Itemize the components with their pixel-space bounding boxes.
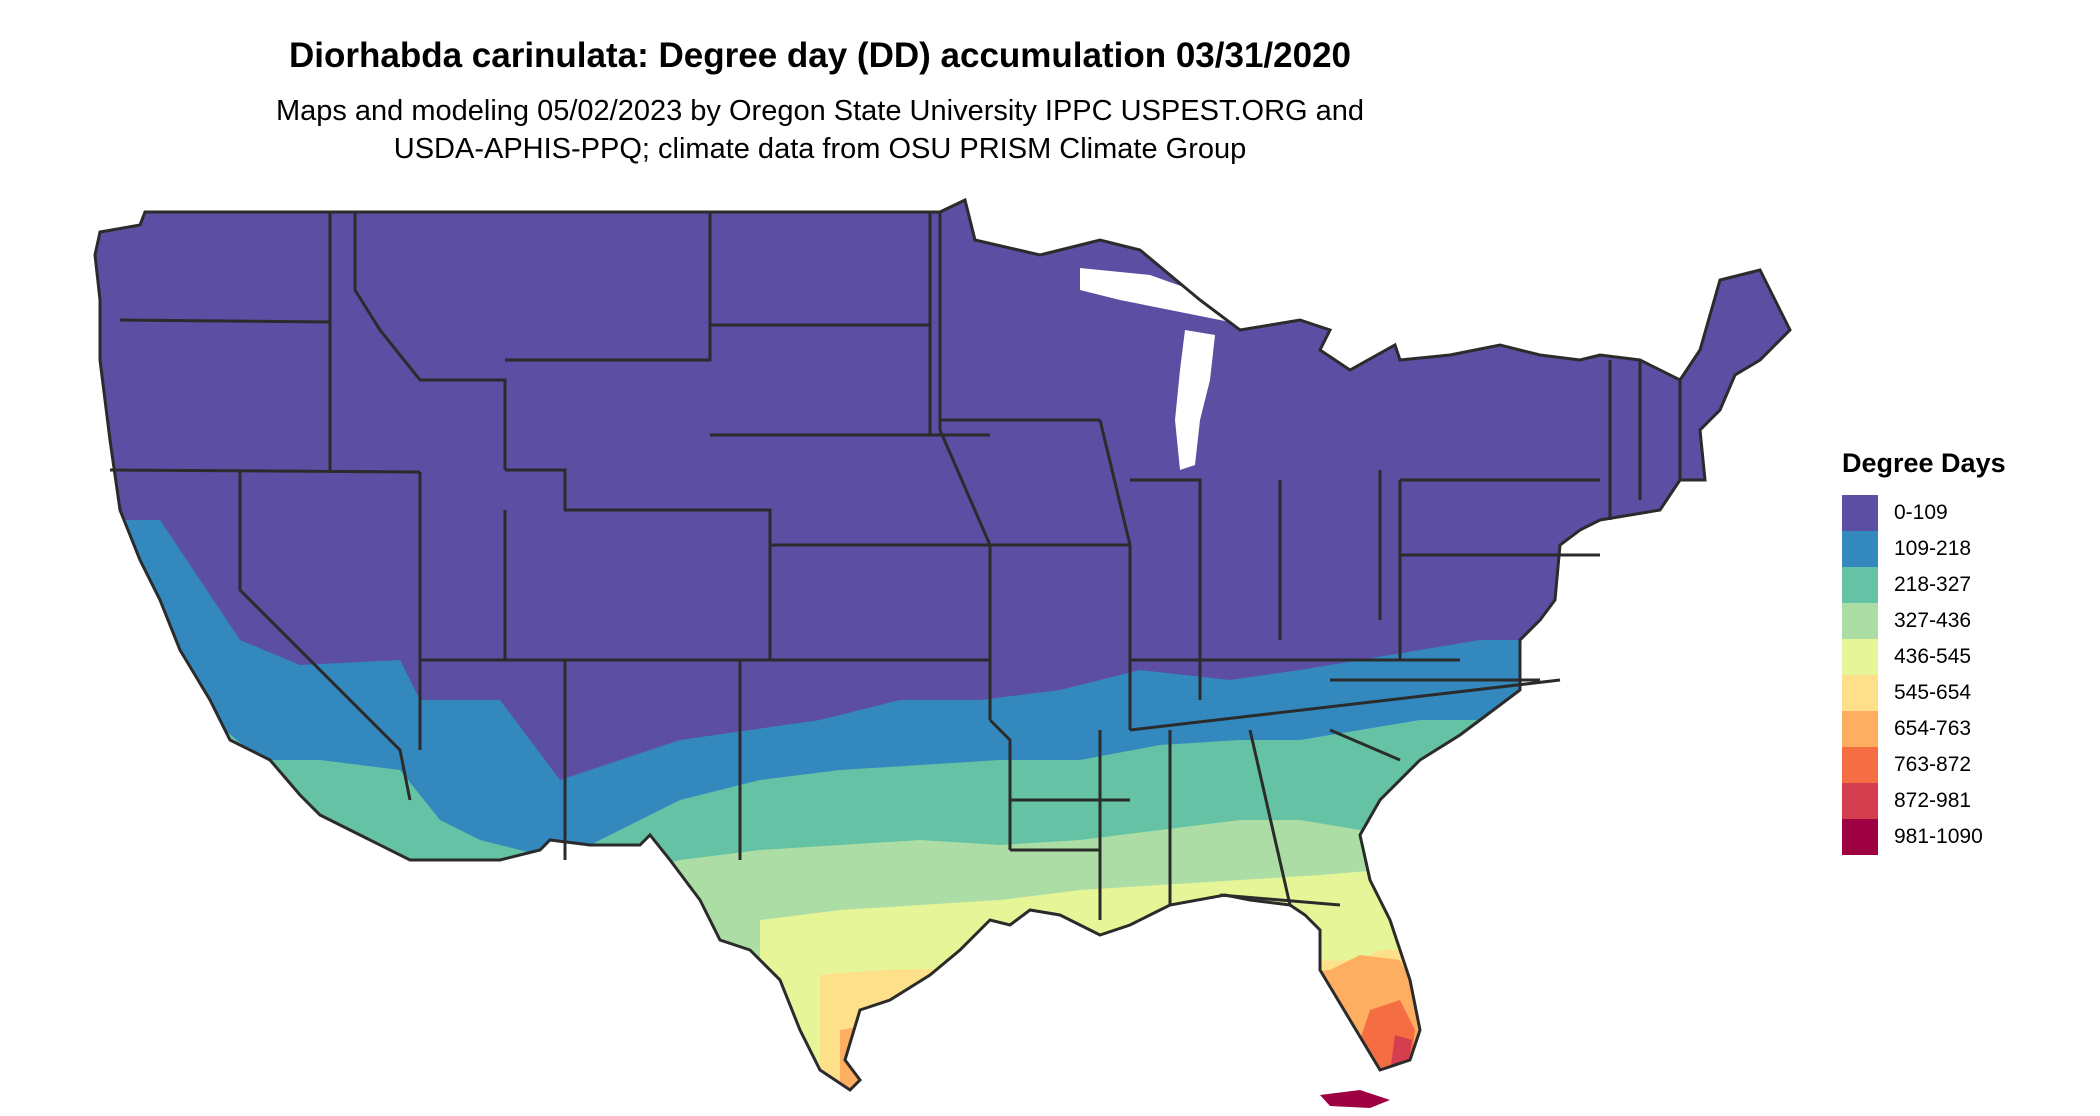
legend-item: 763-872 <box>1842 747 2006 783</box>
legend-item: 109-218 <box>1842 531 2006 567</box>
legend-label: 0-109 <box>1894 501 1948 524</box>
legend-label: 109-218 <box>1894 537 1972 560</box>
legend-swatch <box>1842 531 1878 567</box>
legend-title: Degree Days <box>1842 448 2006 478</box>
legend-item: 872-981 <box>1842 783 2006 819</box>
legend-label: 436-545 <box>1894 645 1972 668</box>
legend-item: 981-1090 <box>1842 819 2006 855</box>
legend-item: 327-436 <box>1842 603 2006 639</box>
state-borders <box>93 197 1792 1092</box>
band-981-1090-keys <box>1320 1090 1390 1108</box>
band-545-654 <box>820 950 1600 1090</box>
legend: Degree Days 0-109 109-218 218-327 327-43… <box>1842 448 2006 855</box>
subtitle-line-1: Maps and modeling 05/02/2023 by Oregon S… <box>275 95 1365 127</box>
legend-swatch <box>1842 603 1878 639</box>
map-subtitle: Maps and modeling 05/02/2023 by Oregon S… <box>0 92 1640 168</box>
us-degree-day-map <box>93 197 1792 1108</box>
legend-label: 872-981 <box>1894 789 1972 812</box>
legend-swatch <box>1842 711 1878 747</box>
legend-label: 654-763 <box>1894 717 1972 740</box>
legend-label: 327-436 <box>1894 609 1972 632</box>
legend-swatch <box>1842 567 1878 603</box>
subtitle-line-2: USDA-APHIS-PPQ; climate data from OSU PR… <box>393 133 1247 165</box>
legend-label: 218-327 <box>1894 573 1972 596</box>
legend-swatch <box>1842 783 1878 819</box>
legend-item: 436-545 <box>1842 639 2006 675</box>
map-title: Diorhabda carinulata: Degree day (DD) ac… <box>288 36 1352 75</box>
legend-item: 218-327 <box>1842 567 2006 603</box>
legend-item: 0-109 <box>1842 495 2006 531</box>
legend-item: 545-654 <box>1842 675 2006 711</box>
lake-michigan <box>1175 330 1215 470</box>
lake-superior <box>1080 268 1260 322</box>
legend-item: 654-763 <box>1842 711 2006 747</box>
legend-items: 0-109 109-218 218-327 327-436 436-545 54… <box>1842 495 2006 855</box>
legend-swatch <box>1842 747 1878 783</box>
legend-swatch <box>1842 495 1878 531</box>
legend-label: 545-654 <box>1894 681 1972 704</box>
legend-swatch <box>1842 639 1878 675</box>
legend-swatch <box>1842 675 1878 711</box>
legend-swatch <box>1842 819 1878 855</box>
legend-label: 981-1090 <box>1894 825 1983 848</box>
legend-label: 763-872 <box>1894 753 1972 776</box>
